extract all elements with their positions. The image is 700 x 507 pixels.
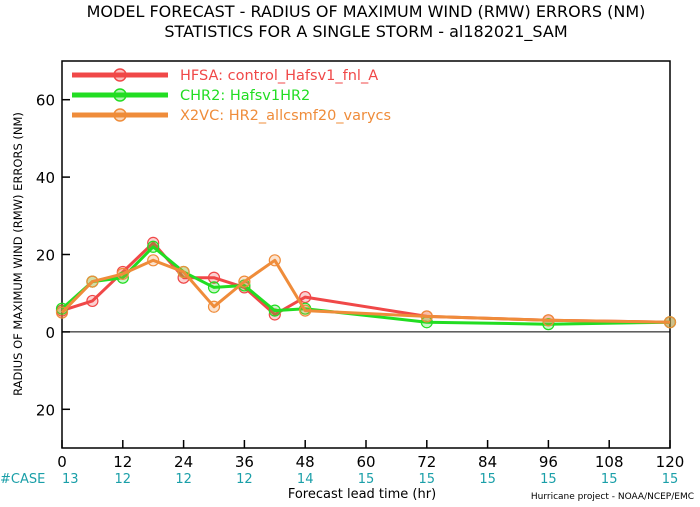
y-tick-label: 20	[36, 401, 55, 419]
legend-entry: HFSA: control_Hafsv1_fnl_A	[72, 68, 378, 84]
data-point	[238, 275, 251, 288]
series-line	[60, 258, 671, 324]
x-tick-label: 48	[296, 453, 315, 471]
series-group	[55, 240, 677, 331]
x-tick-label: 24	[174, 453, 193, 471]
data-point	[663, 316, 677, 329]
x-axis-ticks: 0 12 24 36 48 60 72 84 96 108 120	[57, 440, 684, 471]
data-point	[86, 294, 99, 308]
case-count: 14	[297, 472, 314, 487]
x-tick-label: 108	[595, 453, 624, 471]
y-tick-label: 40	[36, 169, 55, 187]
case-count: 15	[358, 472, 375, 487]
legend-swatch-marker	[113, 108, 127, 122]
series-lines	[55, 236, 677, 331]
data-point	[207, 300, 221, 313]
data-point	[268, 254, 281, 267]
data-point	[207, 271, 221, 284]
data-point	[86, 275, 99, 288]
case-count: 15	[662, 472, 679, 487]
data-point	[207, 281, 221, 294]
y-axis-label: RADIUS OF MAXIMUM WIND (RMW) ERRORS (NM)	[11, 112, 25, 396]
x-tick-label: 12	[113, 453, 132, 471]
legend-entry: CHR2: Hafsv1HR2	[72, 88, 310, 104]
case-count: 12	[115, 472, 132, 487]
y-tick-label: 0	[45, 324, 55, 342]
y-tick-label: 60	[36, 92, 55, 110]
chart-title-line-1: MODEL FORECAST - RADIUS OF MAXIMUM WIND …	[87, 2, 646, 21]
credit-text: Hurricane project - NOAA/NCEP/EMC	[531, 492, 694, 502]
case-counts: 13 12 12 12 14 15 15 15 15 15 15	[62, 472, 678, 487]
legend-label: X2VC: HR2_allcsmf20_varycs	[180, 108, 391, 124]
data-point	[299, 290, 312, 304]
x-tick-label: 96	[539, 453, 558, 471]
case-count: 13	[62, 472, 79, 487]
x-tick-label: 60	[356, 453, 375, 471]
legend: HFSA: control_Hafsv1_fnl_A CHR2: Hafsv1HR…	[72, 68, 391, 124]
case-count: 15	[601, 472, 618, 487]
legend-label: CHR2: Hafsv1HR2	[180, 88, 310, 104]
data-point	[147, 240, 160, 253]
x-tick-label: 36	[235, 453, 254, 471]
series-group	[55, 254, 677, 329]
x-tick-label: 84	[478, 453, 497, 471]
y-axis-ticks: 20 0 20 40 60	[36, 92, 70, 419]
case-count-label: #CASE	[0, 472, 45, 487]
legend-swatch-marker	[113, 68, 127, 82]
case-count: 15	[479, 472, 496, 487]
chart-title-line-2: STATISTICS FOR A SINGLE STORM - al182021…	[164, 22, 567, 42]
data-point	[420, 310, 433, 323]
x-axis-label: Forecast lead time (hr)	[288, 487, 436, 502]
legend-swatch-marker	[113, 88, 127, 102]
data-point	[147, 254, 160, 267]
case-count: 15	[419, 472, 436, 487]
data-point	[542, 314, 555, 327]
y-tick-label: 20	[36, 247, 55, 265]
data-point	[299, 304, 312, 317]
case-count: 12	[175, 472, 192, 487]
legend-entry: X2VC: HR2_allcsmf20_varycs	[72, 108, 391, 124]
data-point	[177, 265, 190, 279]
legend-label: HFSA: control_Hafsv1_fnl_A	[180, 68, 378, 84]
case-count: 12	[236, 472, 253, 487]
case-count: 15	[540, 472, 557, 487]
data-point	[268, 304, 281, 317]
x-tick-label: 0	[57, 453, 67, 471]
x-tick-label: 72	[417, 453, 436, 471]
data-point	[116, 267, 129, 280]
x-tick-label: 120	[656, 453, 685, 471]
data-point	[55, 306, 69, 319]
